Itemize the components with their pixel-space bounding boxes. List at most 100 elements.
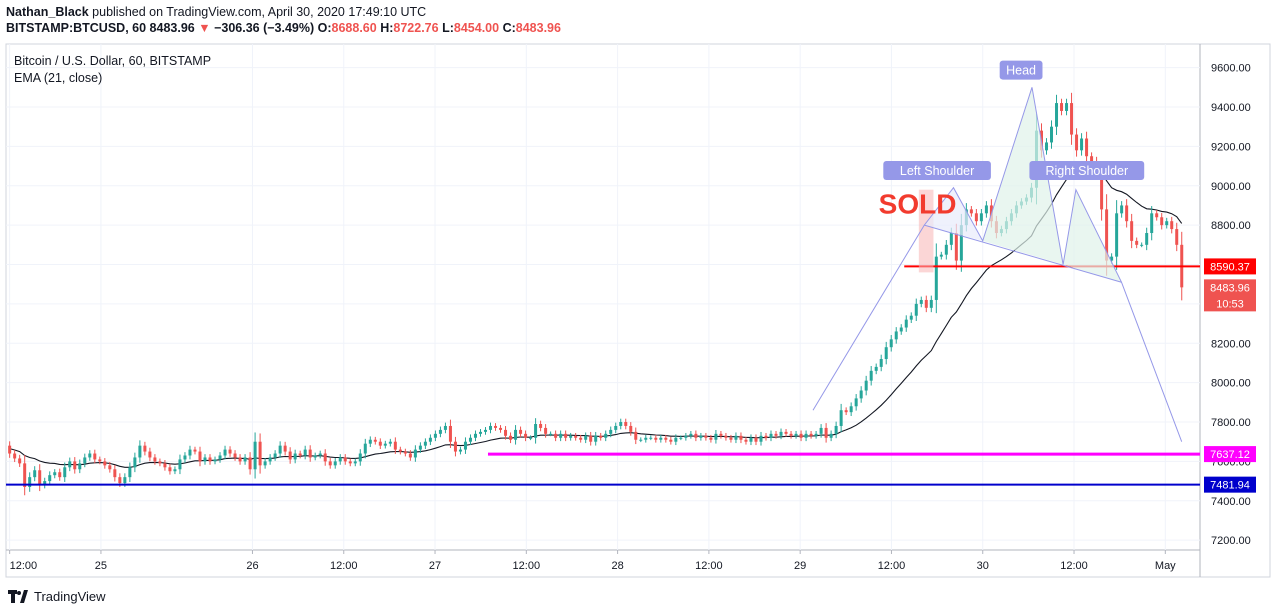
level-tag-label: 8590.37: [1210, 261, 1250, 273]
candle-body: [448, 425, 452, 442]
sold-label: SOLD: [879, 188, 957, 219]
candle-body: [514, 429, 518, 440]
candle-body: [619, 422, 623, 426]
candle-body: [834, 425, 838, 434]
candle-body: [383, 443, 387, 446]
candle-body: [984, 205, 988, 214]
candle-body: [754, 437, 758, 442]
level-tag: [1204, 258, 1256, 275]
level-tag: [1204, 446, 1256, 463]
candle-body: [253, 441, 257, 470]
candle-body: [954, 233, 958, 261]
candle-body: [123, 477, 127, 484]
candle-body: [463, 441, 467, 450]
candle-body: [839, 410, 843, 426]
candle-body: [1115, 213, 1119, 257]
level-tag-label: 7637.12: [1210, 449, 1250, 461]
candle-body: [849, 406, 853, 413]
candle-body: [483, 429, 488, 432]
candle-body: [669, 439, 673, 442]
candle-body: [178, 459, 182, 470]
candle-body: [243, 457, 247, 462]
candle-body: [574, 435, 578, 438]
candle-body: [779, 431, 783, 436]
candle-body: [814, 433, 818, 436]
candle-body: [373, 439, 377, 442]
candle-body: [1050, 126, 1054, 143]
candle-body: [654, 437, 658, 440]
candle-body: [328, 461, 332, 466]
footer: TradingView: [8, 589, 106, 604]
price-tick-label: 8200.00: [1211, 338, 1251, 350]
candle-body: [529, 437, 533, 439]
candle-body: [554, 433, 558, 438]
candle-body: [418, 445, 422, 450]
candle-body: [589, 435, 593, 442]
candle-body: [649, 437, 653, 439]
candle-body: [899, 327, 903, 332]
price-change: −306.36 (−3.49%): [214, 21, 315, 35]
candle-body: [478, 431, 482, 434]
symbol-label: BITSTAMP:BTCUSD, 60: [6, 21, 147, 35]
candle-body: [1145, 233, 1149, 245]
author-name[interactable]: Nathan_Black: [6, 5, 89, 19]
candle-body: [959, 225, 963, 261]
time-tick-label: 25: [95, 560, 107, 572]
candle-body: [764, 435, 768, 438]
candle-body: [173, 469, 177, 472]
candle-body: [974, 213, 978, 222]
grid-lines: [6, 44, 1200, 550]
candle-body: [1105, 209, 1109, 261]
candle-body: [143, 445, 147, 452]
candle-body: [83, 457, 87, 464]
candle-body: [23, 463, 27, 487]
candle-body: [313, 455, 317, 458]
low-label: L:: [442, 21, 454, 35]
candle-body: [113, 469, 117, 478]
candle-body: [363, 443, 367, 454]
last-price-tag: [1204, 279, 1256, 312]
candle-body: [844, 410, 848, 413]
candle-body: [223, 449, 227, 456]
time-axis[interactable]: 12:00 25 26 12:00 27 12:00 28 12:00 29 12:00 30 12:…: [9, 550, 1177, 572]
candle-body: [1110, 256, 1114, 261]
candle-body: [524, 433, 528, 438]
candle-body: [18, 458, 22, 464]
candle-body: [308, 449, 312, 458]
candle-body: [453, 441, 457, 452]
candle-body: [1085, 138, 1089, 157]
candle-body: [1044, 142, 1049, 151]
pattern-path: [812, 87, 1183, 442]
candle-body: [118, 477, 122, 484]
candle-body: [869, 370, 873, 381]
candle-body: [48, 475, 52, 482]
price-tick-label: 9000.00: [1211, 181, 1251, 193]
candle-body: [944, 244, 948, 255]
horizontal-levels[interactable]: [6, 265, 1200, 486]
candle-body: [188, 449, 192, 456]
candle-body: [458, 449, 462, 452]
candle-body: [1155, 213, 1159, 218]
candle-body: [68, 461, 72, 468]
candle-body: [133, 457, 137, 468]
candle-body: [63, 467, 67, 478]
candle-body: [423, 441, 427, 446]
price-tick-label: 9200.00: [1211, 141, 1251, 153]
candle-body: [28, 477, 32, 487]
candle-body: [664, 437, 668, 440]
footer-brand[interactable]: TradingView: [34, 589, 106, 604]
price-tick-label: 9600.00: [1211, 63, 1251, 75]
candle-body: [1170, 221, 1174, 230]
candle-body: [1120, 205, 1124, 214]
level-tag-label: 7481.94: [1210, 480, 1250, 492]
candle-body: [644, 437, 648, 440]
candle-body: [403, 451, 407, 454]
candle-body: [584, 435, 588, 440]
candle-body: [714, 433, 718, 440]
candle-body: [1070, 103, 1074, 135]
head-and-shoulders-pattern[interactable]: Left Shoulder Head Right Shoulder SOLD: [812, 60, 1183, 442]
candle-body: [108, 465, 112, 470]
candle-body: [1135, 240, 1139, 245]
candle-body: [614, 425, 618, 430]
